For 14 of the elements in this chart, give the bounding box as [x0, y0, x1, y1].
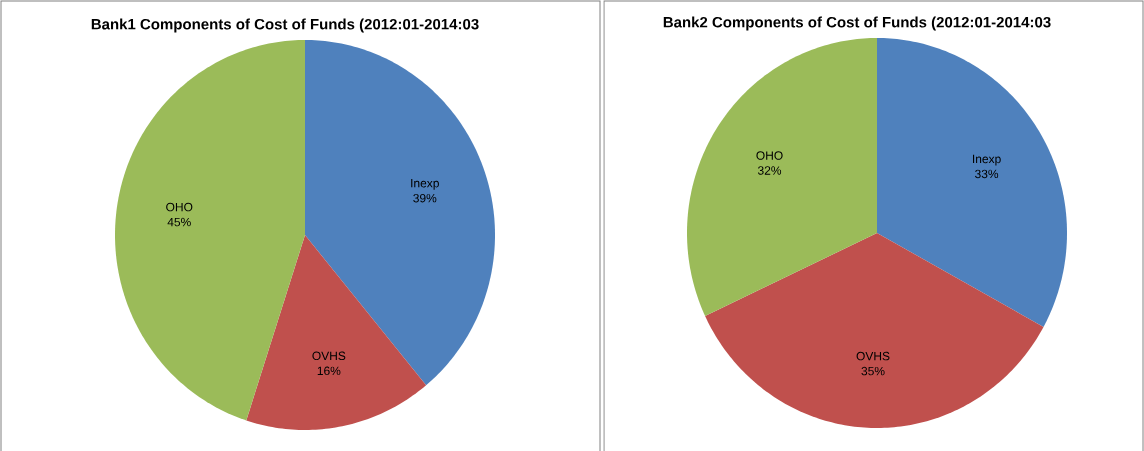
slice-label: OHO — [756, 151, 783, 160]
data-label: 16% — [317, 366, 341, 376]
data-label: 33% — [975, 169, 999, 179]
slice-label: Inexp — [411, 179, 439, 190]
data-label: 39% — [413, 193, 437, 203]
slice-label: OVHS — [856, 351, 890, 361]
slice-label: OHO — [166, 202, 193, 212]
data-label: 32% — [757, 166, 782, 175]
data-label: 35% — [861, 366, 885, 376]
slice-label: Inexp — [973, 154, 1001, 166]
chart-title: Bank1 Components of Cost of Funds (2012:01-2014:03 — [91, 18, 479, 33]
slice-label: OVHS — [312, 351, 346, 361]
data-label: 45% — [167, 217, 191, 227]
chart-title: Bank2 Components of Cost of Funds (2012:01-2014:03 — [663, 16, 1051, 31]
